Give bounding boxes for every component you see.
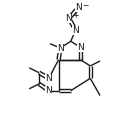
Text: N: N [45, 86, 52, 95]
Text: −: − [82, 1, 88, 10]
Text: N: N [77, 43, 84, 52]
Text: N: N [72, 26, 79, 35]
Text: N: N [45, 74, 52, 83]
Text: +: + [72, 11, 79, 20]
Text: N: N [75, 3, 81, 12]
Text: N: N [57, 44, 64, 53]
Text: N: N [66, 14, 72, 23]
